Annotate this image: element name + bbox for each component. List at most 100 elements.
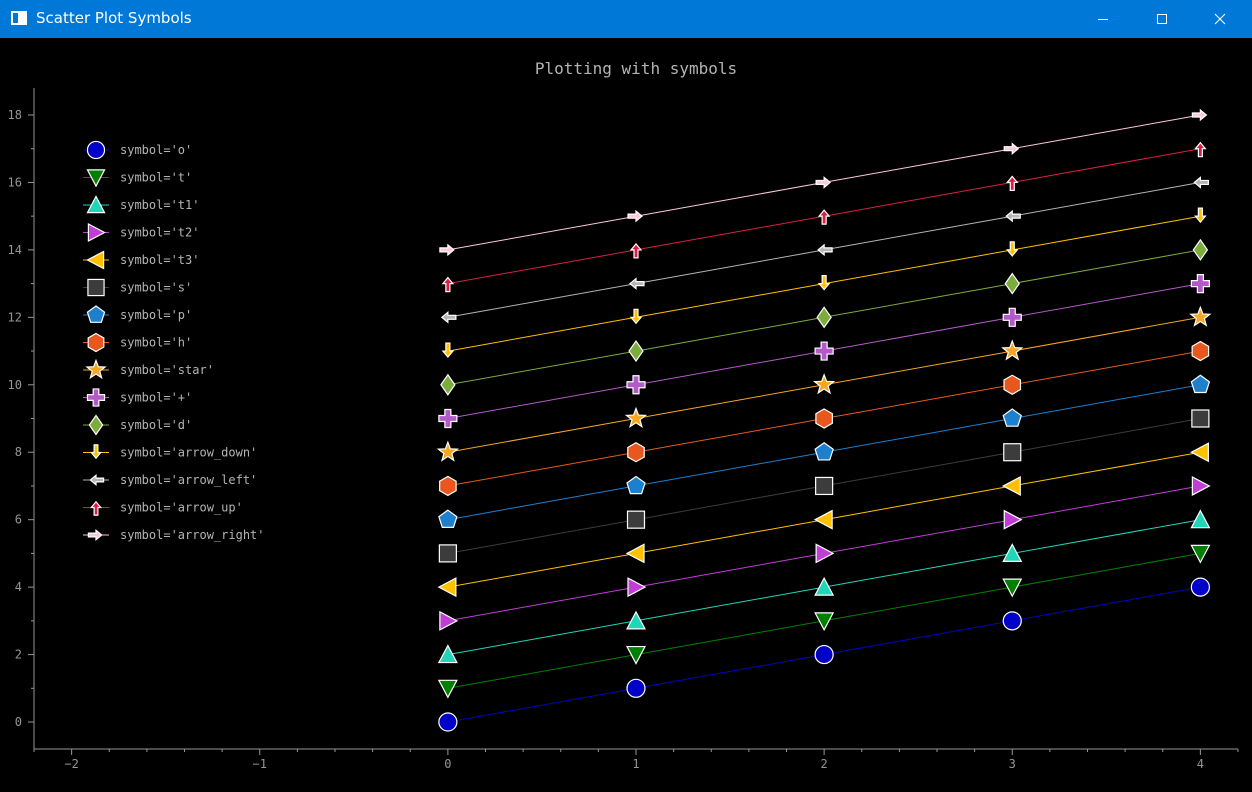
data-point [1190, 374, 1211, 394]
data-point [441, 342, 455, 358]
legend-label: symbol='o' [120, 143, 192, 157]
series-arrow_down [441, 207, 1207, 358]
y-tick-label: 6 [15, 513, 22, 527]
data-point [627, 442, 645, 463]
maximize-button[interactable] [1139, 0, 1185, 38]
data-point [626, 510, 646, 529]
data-point [1003, 443, 1022, 462]
legend-symbol [89, 500, 103, 516]
legend-symbol [87, 278, 105, 297]
data-point [1003, 142, 1020, 155]
y-tick-label: 14 [8, 243, 22, 257]
close-button[interactable] [1197, 0, 1243, 38]
data-point [815, 543, 835, 564]
title-bar[interactable]: Scatter Plot Symbols [0, 0, 1252, 38]
series-+ [438, 274, 1210, 429]
legend-label: symbol='h' [120, 336, 192, 350]
data-point [440, 373, 456, 396]
legend-symbol [87, 528, 103, 542]
legend-symbol [87, 222, 106, 243]
data-point [626, 645, 646, 665]
scatter-chart: Plotting with symbols −2 −1 0 1 2 3 4024681012… [8, 59, 1239, 771]
series-s [438, 409, 1210, 563]
data-point [1191, 108, 1208, 122]
legend-item: symbol='t1' [83, 195, 199, 214]
y-tick-label: 0 [15, 715, 22, 729]
legend-label: symbol='t2' [120, 226, 199, 240]
series-star [436, 305, 1212, 462]
minimize-icon [1098, 19, 1108, 20]
y-tick-label: 2 [15, 648, 22, 662]
data-point [628, 340, 644, 363]
legend-label: symbol='arrow_left' [120, 473, 257, 487]
data-point [624, 406, 648, 428]
data-point [626, 475, 646, 495]
plot-area[interactable]: Plotting with symbols −2 −1 0 1 2 3 4 0 2 4 6 8 10 12… [1, 38, 1251, 788]
x-tick-label: 0 [444, 757, 451, 771]
series-o [438, 577, 1210, 732]
y-tick-label: 8 [15, 445, 22, 459]
data-point [1191, 340, 1210, 362]
data-point [1002, 611, 1022, 631]
data-point [437, 679, 458, 699]
data-point [814, 612, 835, 632]
legend-item: symbol='arrow_right' [83, 528, 265, 542]
data-point [815, 476, 834, 496]
data-point [1005, 241, 1019, 257]
data-point [814, 576, 835, 596]
legend-symbol [86, 195, 106, 214]
data-point [1190, 442, 1209, 463]
legend-symbol [88, 414, 104, 436]
data-point [817, 275, 831, 291]
data-point [438, 408, 458, 429]
series-layer [436, 108, 1212, 732]
data-point [1191, 409, 1210, 428]
data-point [439, 610, 459, 631]
data-point [1001, 475, 1021, 496]
legend-label: symbol='d' [120, 418, 192, 432]
data-point [1190, 544, 1211, 564]
data-point [815, 408, 833, 429]
y-tick-label: 10 [8, 378, 22, 392]
legend-item: symbol='t2' [83, 222, 199, 243]
legend-item: symbol='+' [83, 388, 192, 407]
legend-symbol [86, 140, 106, 160]
series-t2 [439, 475, 1211, 631]
close-icon [1214, 13, 1226, 25]
legend-symbol [89, 444, 103, 460]
series-arrow_left [440, 176, 1209, 324]
data-point [626, 678, 646, 698]
legend-symbol [86, 388, 106, 407]
data-point [440, 311, 457, 324]
legend-label: symbol='t3' [120, 253, 199, 267]
data-point [629, 277, 645, 290]
legend-label: symbol='t1' [120, 198, 199, 212]
data-point [1190, 577, 1210, 597]
legend-item: symbol='t3' [83, 250, 199, 270]
data-point [1004, 272, 1020, 295]
data-point [439, 475, 457, 497]
data-point [816, 306, 832, 329]
series-t [437, 544, 1211, 699]
data-point [441, 276, 455, 293]
y-tick-label: 4 [15, 580, 22, 594]
data-point [814, 644, 834, 665]
data-point [817, 209, 831, 225]
x-tick-label: −2 [64, 757, 78, 771]
data-point [626, 610, 646, 630]
y-tick-label: 18 [8, 108, 22, 122]
data-point [1005, 209, 1021, 223]
data-point [815, 176, 832, 189]
data-point [438, 712, 458, 732]
legend-symbol [86, 305, 106, 323]
data-point [627, 209, 643, 223]
legend-item: symbol='arrow_left' [83, 473, 257, 487]
legend-label: symbol='star' [120, 363, 214, 377]
data-point [814, 341, 834, 361]
data-point [436, 440, 460, 462]
legend-label: symbol='arrow_down' [120, 446, 257, 460]
minimize-button[interactable] [1080, 0, 1126, 38]
data-point [1192, 238, 1209, 261]
data-point [437, 577, 457, 598]
